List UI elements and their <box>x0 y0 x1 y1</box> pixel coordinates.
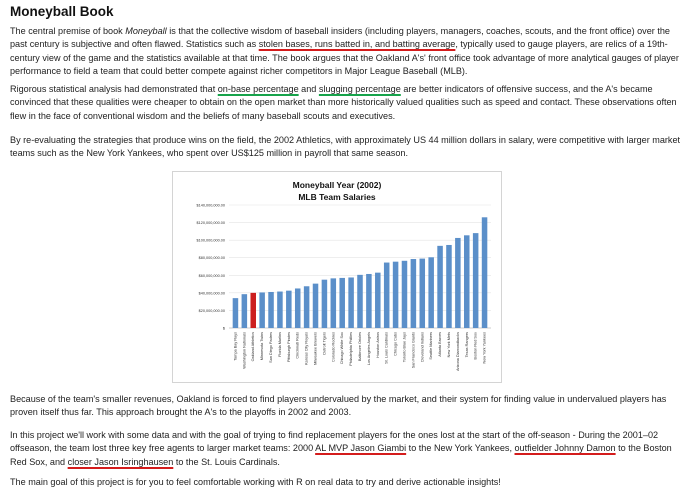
bar-texas-rangers <box>464 235 470 328</box>
bar-minnesota-twins <box>259 292 265 328</box>
x-tick-label: Atlanta Braves <box>438 332 442 357</box>
chart-subtitle: MLB Team Salaries <box>298 192 376 202</box>
bar-seattle-mariners <box>428 257 434 328</box>
bar-cleveland-indians <box>419 258 426 328</box>
p1-text-c: , typically used to gauge players, are r… <box>10 39 679 77</box>
bar-chicago-white-sox <box>339 277 345 328</box>
bar-colorado-rockies <box>330 278 337 328</box>
highlight-slugging-percentage: slugging percentage <box>318 84 401 94</box>
page-title: Moneyball Book <box>10 4 114 19</box>
x-tick-label: Texas Rangers <box>465 332 469 357</box>
bar-washington-nationals <box>241 294 248 328</box>
highlight-jason-isringhausen: closer Jason Isringhausen <box>67 456 174 467</box>
bar-toronto-blue-jays <box>401 260 408 328</box>
x-tick-label: Boston Red Sox <box>474 332 478 360</box>
paragraph-goal: The main goal of this project is for you… <box>10 477 501 487</box>
y-tick-label: $100,000,000.00 <box>196 239 225 243</box>
x-tick-label: Oakland Athletics <box>251 332 255 361</box>
chart-title: Moneyball Year (2002) <box>293 180 382 190</box>
chart-y-axis: $ $20,000,000.00 $40,000,000.00 $60,000,000… <box>196 204 225 331</box>
y-tick-label: $140,000,000.00 <box>196 204 225 208</box>
x-tick-label: Tampa Bay Rays <box>233 332 237 361</box>
x-tick-label: Colorado Rockies <box>331 332 335 362</box>
bar-new-york-mets <box>446 244 452 328</box>
bar-new-york-yankees <box>481 217 488 328</box>
y-tick-label: $40,000,000.00 <box>199 291 225 295</box>
p2-text-b: and <box>298 84 319 94</box>
p1-text-b: is that the collective wisdom of basebal… <box>10 26 670 50</box>
bar-detroit-tigers <box>321 279 328 328</box>
x-tick-label: Houston Astros <box>376 332 380 358</box>
x-tick-label: Chicago Cubs <box>394 332 398 356</box>
x-tick-label: Detroit Tigers <box>322 332 326 355</box>
bar-houston-astros <box>375 272 381 328</box>
bar-cincinnati-reds <box>294 288 301 328</box>
p5-text-c: to the Boston Red Sox, and <box>10 443 672 467</box>
paragraph-statistics: Rigorous statistical analysis had demons… <box>10 83 686 123</box>
bar-florida-marlins <box>277 291 283 328</box>
x-tick-label: Baltimore Orioles <box>358 332 362 361</box>
paragraph-project: In this project we'll work with some dat… <box>10 429 686 469</box>
chart-x-axis: Tampa Bay Rays Washington Nationals Oaklan… <box>233 332 486 371</box>
bar-st-louis-cardinals <box>383 262 390 328</box>
x-tick-label: Minnesota Twins <box>260 332 264 360</box>
y-tick-label: $80,000,000.00 <box>199 256 225 260</box>
x-tick-label: New York Yankees <box>483 332 487 364</box>
p5-text-a: In this project we'll work with some dat… <box>10 430 659 454</box>
paragraph-payroll: By re-evaluating the strategies that pro… <box>10 135 681 159</box>
y-tick-label: $120,000,000.00 <box>196 221 225 225</box>
book-title: Moneyball <box>125 26 167 36</box>
highlight-traditional-stats: stolen bases, runs batted in, and battin… <box>258 39 456 50</box>
x-tick-label: Pittsburgh Pirates <box>287 332 291 362</box>
p5-text-b: to the New York Yankees, <box>406 443 515 454</box>
p2-text-c: are better indicators of offensive succe… <box>10 84 677 121</box>
bar-boston-red-sox <box>472 233 479 328</box>
highlight-jason-giambi: AL MVP Jason Giambi <box>315 443 407 454</box>
x-tick-label: St. Louis Cardinals <box>385 332 389 364</box>
x-tick-label: San Francisco Giants <box>411 332 415 368</box>
paragraph-undervalued: Because of the team's smaller revenues, … <box>10 394 667 418</box>
salary-chart: Moneyball Year (2002) MLB Team Salaries … <box>172 171 502 383</box>
bar-pittsburgh-pirates <box>286 290 292 328</box>
x-tick-label: Florida Marlins <box>278 332 282 357</box>
highlight-johnny-damon: outfielder Johnny Damon <box>514 443 616 454</box>
bar-los-angeles-angels <box>366 273 372 328</box>
y-tick-label: $60,000,000.00 <box>199 274 225 278</box>
bar-philadelphia-phillies <box>348 277 354 328</box>
bar-kansas-city-royals <box>303 286 310 328</box>
y-tick-label: $20,000,000.00 <box>199 309 225 313</box>
bar-oakland-athletics <box>250 292 256 328</box>
x-tick-label: Kansas City Royals <box>305 332 309 365</box>
x-tick-label: Los Angeles Angels <box>367 332 371 365</box>
y-tick-label: $ <box>223 327 226 331</box>
x-tick-label: Arizona Diamondbacks <box>456 332 460 371</box>
bar-tampa-bay-rays <box>232 298 239 328</box>
salary-chart-svg: Moneyball Year (2002) MLB Team Salaries … <box>196 180 491 371</box>
bar-san-francisco-giants <box>410 259 417 328</box>
bar-arizona-diamondbacks <box>455 237 461 328</box>
x-tick-label: Washington Nationals <box>242 332 246 369</box>
x-tick-label: Philadelphia Phillies <box>349 332 353 366</box>
bar-atlanta-braves <box>437 245 443 328</box>
x-tick-label: San Diego Padres <box>269 332 273 363</box>
x-tick-label: New York Mets <box>447 332 451 357</box>
x-tick-label: Toronto Blue Jays <box>402 332 406 362</box>
bar-san-diego-padres <box>268 291 274 328</box>
x-tick-label: Chicago White Sox <box>340 332 344 364</box>
x-tick-label: Cleveland Indians <box>420 332 424 362</box>
p2-text-a: Rigorous statistical analysis had demons… <box>10 84 218 94</box>
bar-milwaukee-brewers <box>312 283 319 328</box>
p5-text-d: to the St. Louis Cardinals. <box>173 456 280 467</box>
x-tick-label: Cincinnati Reds <box>296 332 300 359</box>
bar-baltimore-orioles <box>357 274 363 328</box>
x-tick-label: Seattle Mariners <box>429 332 433 360</box>
chart-bars <box>232 217 488 328</box>
x-tick-label: Milwaukee Brewers <box>314 332 318 365</box>
highlight-on-base-percentage: on-base percentage <box>217 84 299 94</box>
p1-text-a: The central premise of book <box>10 26 126 36</box>
bar-chicago-cubs <box>392 261 399 328</box>
paragraph-premise: The central premise of book Moneyball is… <box>10 25 686 79</box>
